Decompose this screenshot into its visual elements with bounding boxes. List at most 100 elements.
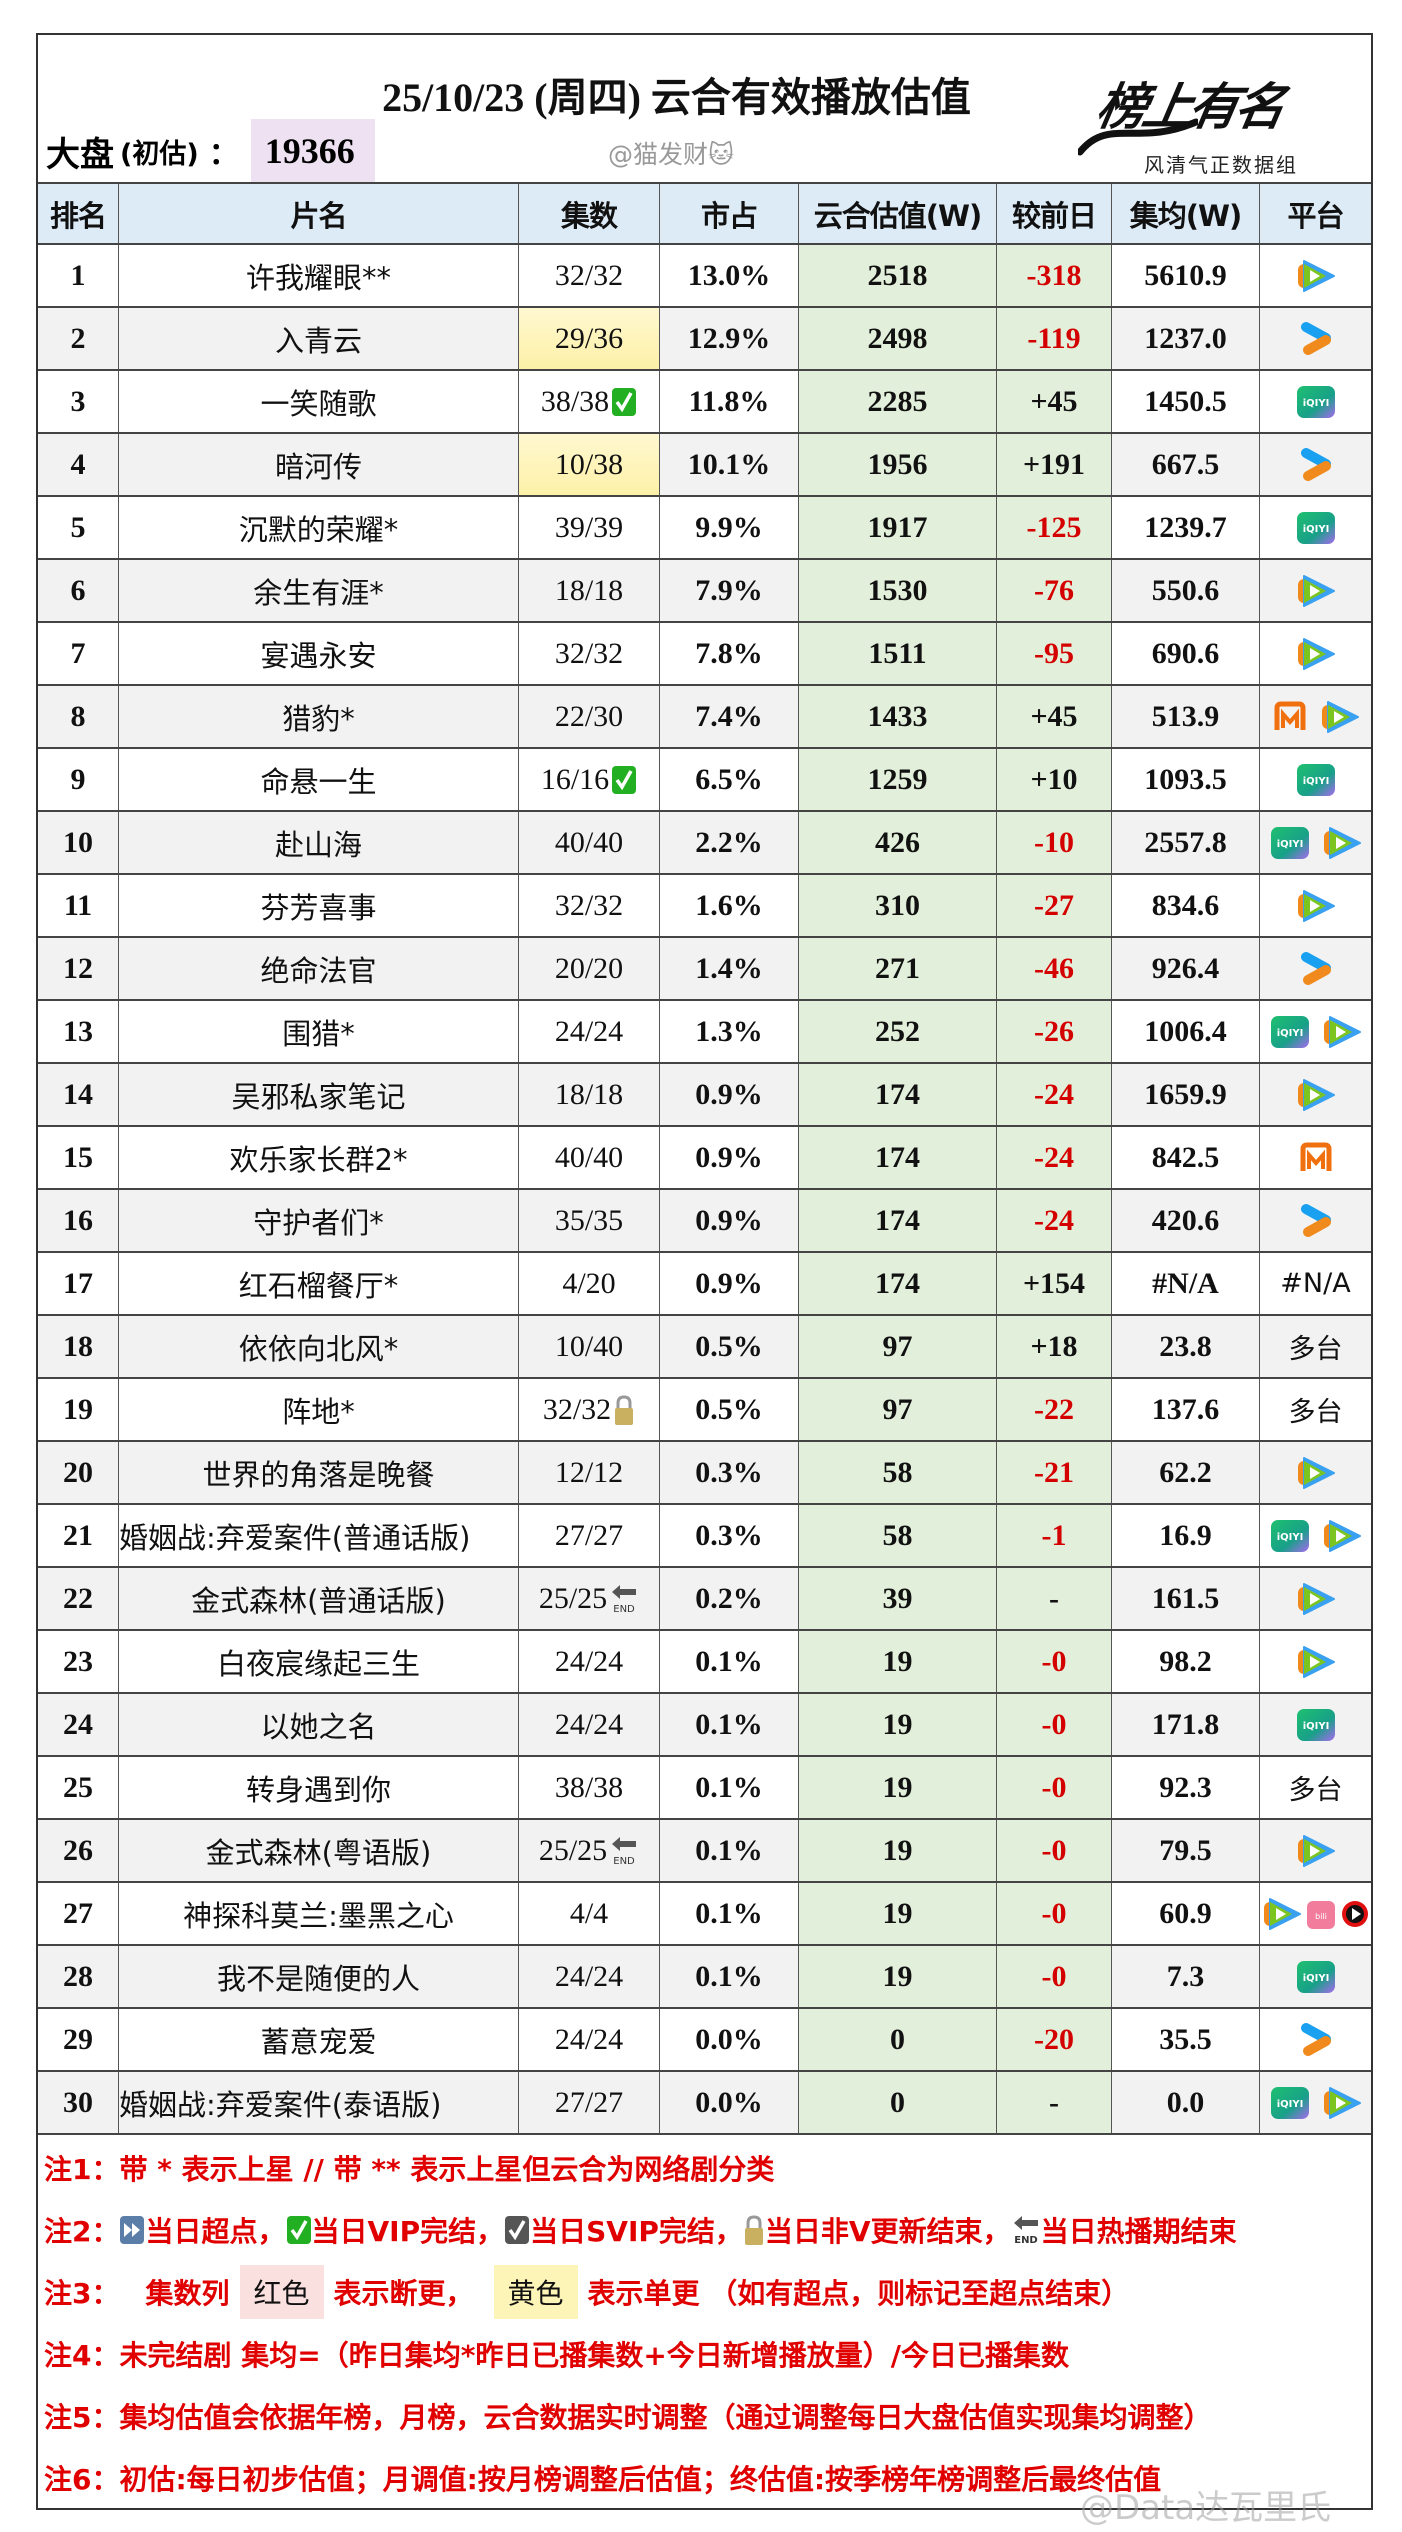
name-text: 神探科莫兰:墨黑之心 [183, 1898, 454, 1933]
value-text: 174 [875, 1203, 920, 1237]
table-row[interactable]: 25 转身遇到你 38/38 0.1% 19 -0 92.3 多台 [38, 1757, 1371, 1820]
table-row[interactable]: 2 入青云 29/36 12.9% 2498 -119 1237.0 [38, 308, 1371, 371]
table-row[interactable]: 15 欢乐家长群2* 40/40 0.9% 174 -24 842.5 [38, 1127, 1371, 1190]
table-row[interactable]: 28 我不是随便的人 24/24 0.1% 19 -0 7.3 iQIYI [38, 1946, 1371, 2009]
table-row[interactable]: 29 蓄意宠爱 24/24 0.0% 0 -20 35.5 [38, 2009, 1371, 2072]
table-row[interactable]: 18 依依向北风* 10/40 0.5% 97 +18 23.8 多台 [38, 1316, 1371, 1379]
table-row[interactable]: 26 金式森林(粤语版) 25/25 END 0.1% 19 -0 79.5 [38, 1820, 1371, 1883]
cell-rank: 11 [38, 875, 119, 936]
share-text: 1.6% [695, 888, 763, 922]
eps-text: 18/18 [554, 573, 624, 607]
share-text: 0.9% [695, 1266, 763, 1300]
cell-name: 芬芳喜事 [119, 875, 519, 936]
cell-eps: 24/24 [519, 1631, 660, 1692]
cell-diff: +10 [997, 749, 1112, 810]
cell-name: 许我耀眼** [119, 245, 519, 306]
table-row[interactable]: 19 阵地* 32/32 0.5% 97 -22 137.6 多台 [38, 1379, 1371, 1442]
diff-text: -10 [1034, 825, 1074, 859]
avg-text: 98.2 [1159, 1644, 1212, 1678]
column-header: 平台 [1287, 198, 1344, 233]
table-header: 排名 片名 集数 市占 云合估值(W) 较前日 集均(W) 平台 [38, 182, 1371, 245]
cell-eps: 32/32 [519, 1379, 660, 1440]
column-header: 市占 [660, 184, 799, 243]
note-2-prefix: 注2： [44, 2215, 120, 2248]
cell-platform: #N/A [1260, 1253, 1371, 1314]
cell-avg: 16.9 [1112, 1505, 1260, 1566]
vip-complete-check-icon [611, 765, 637, 795]
share-text: 12.9% [687, 321, 771, 355]
cell-avg: 60.9 [1112, 1883, 1260, 1944]
cell-share: 0.1% [660, 1757, 799, 1818]
cell-avg: 1237.0 [1112, 308, 1260, 369]
rank-text: 18 [63, 1329, 93, 1363]
table-row[interactable]: 20 世界的角落是晚餐 12/12 0.3% 58 -21 62.2 [38, 1442, 1371, 1505]
cell-value: 1917 [799, 497, 997, 558]
rank-text: 11 [63, 888, 93, 922]
cell-name: 金式森林(粤语版) [119, 1820, 519, 1881]
table-row[interactable]: 13 围猎* 24/24 1.3% 252 -26 1006.4 iQIYI [38, 1001, 1371, 1064]
share-text: 1.3% [695, 1014, 763, 1048]
tencent-video-icon [1322, 2086, 1362, 2120]
cell-diff: -10 [997, 812, 1112, 873]
table-row[interactable]: 9 命悬一生 16/16 6.5% 1259 +10 1093.5 iQIYI [38, 749, 1371, 812]
cell-platform [1260, 1568, 1371, 1629]
table-row[interactable]: 11 芬芳喜事 32/32 1.6% 310 -27 834.6 [38, 875, 1371, 938]
value-text: 310 [875, 888, 920, 922]
table-row[interactable]: 12 绝命法官 20/20 1.4% 271 -46 926.4 [38, 938, 1371, 1001]
cell-avg: 79.5 [1112, 1820, 1260, 1881]
platform-text: #N/A [1280, 1268, 1351, 1299]
cell-avg: 137.6 [1112, 1379, 1260, 1440]
value-text: 2518 [867, 258, 928, 292]
cell-rank: 6 [38, 560, 119, 621]
name-text: 我不是随便的人 [216, 1961, 420, 1996]
table-row[interactable]: 30 婚姻战:弃爱案件(泰语版) 27/27 0.0% 0 - 0.0 iQIYI [38, 2072, 1371, 2135]
share-text: 11.8% [688, 384, 770, 418]
eps-text: 20/20 [554, 951, 624, 985]
cell-eps: 24/24 [519, 2009, 660, 2070]
table-row[interactable]: 3 一笑随歌 38/38 11.8% 2285 +45 1450.5 iQIYI [38, 371, 1371, 434]
table-row[interactable]: 22 金式森林(普通话版) 25/25 END 0.2% 39 - 161.5 [38, 1568, 1371, 1631]
cell-avg: 1093.5 [1112, 749, 1260, 810]
cell-rank: 14 [38, 1064, 119, 1125]
eps-text: 25/25 [538, 1833, 608, 1867]
eps-text: 40/40 [554, 825, 624, 859]
value-text: 1259 [867, 762, 928, 796]
table-row[interactable]: 1 许我耀眼** 32/32 13.0% 2518 -318 5610.9 [38, 245, 1371, 308]
youku-icon [1298, 321, 1334, 357]
table-row[interactable]: 6 余生有涯* 18/18 7.9% 1530 -76 550.6 [38, 560, 1371, 623]
diff-text: -76 [1034, 573, 1074, 607]
iqiyi-icon: iQIYI [1270, 826, 1310, 860]
table-row[interactable]: 21 婚姻战:弃爱案件(普通话版) 27/27 0.3% 58 -1 16.9 iQIYI [38, 1505, 1371, 1568]
cell-share: 0.1% [660, 1820, 799, 1881]
iqiyi-icon: iQIYI [1296, 763, 1336, 797]
table-row[interactable]: 10 赴山海 40/40 2.2% 426 -10 2557.8 iQIYI [38, 812, 1371, 875]
cell-diff: -95 [997, 623, 1112, 684]
vip-complete-check-icon [286, 2215, 312, 2245]
cell-value: 174 [799, 1253, 997, 1314]
table-row[interactable]: 23 白夜宸缘起三生 24/24 0.1% 19 -0 98.2 [38, 1631, 1371, 1694]
diff-text: -119 [1027, 321, 1081, 355]
table-row[interactable]: 7 宴遇永安 32/32 7.8% 1511 -95 690.6 [38, 623, 1371, 686]
name-text: 一笑随歌 [260, 386, 377, 421]
ranking-table: 排名 片名 集数 市占 云合估值(W) 较前日 集均(W) 平台 1 许我耀眼** 32/32 13… [38, 182, 1371, 2135]
cell-name: 一笑随歌 [119, 371, 519, 432]
table-row[interactable]: 4 暗河传 10/38 10.1% 1956 +191 667.5 [38, 434, 1371, 497]
table-row[interactable]: 24 以她之名 24/24 0.1% 19 -0 171.8 iQIYI [38, 1694, 1371, 1757]
table-row[interactable]: 8 猎豹* 22/30 7.4% 1433 +45 513.9 [38, 686, 1371, 749]
eps-text: 24/24 [554, 1644, 624, 1678]
cell-platform: iQIYI [1260, 1694, 1371, 1755]
table-row[interactable]: 5 沉默的荣耀* 39/39 9.9% 1917 -125 1239.7 iQIYI [38, 497, 1371, 560]
avg-text: 23.8 [1159, 1329, 1212, 1363]
table-row[interactable]: 14 吴邪私家笔记 18/18 0.9% 174 -24 1659.9 [38, 1064, 1371, 1127]
rank-text: 13 [63, 1014, 93, 1048]
tencent-video-icon [1262, 1897, 1302, 1931]
cell-rank: 12 [38, 938, 119, 999]
cell-share: 7.4% [660, 686, 799, 747]
end-arrow-icon: END [1011, 2214, 1041, 2246]
table-row[interactable]: 16 守护者们* 35/35 0.9% 174 -24 420.6 [38, 1190, 1371, 1253]
table-row[interactable]: 17 红石榴餐厅* 4/20 0.9% 174 +154 #N/A #N/A [38, 1253, 1371, 1316]
diff-text: +10 [1030, 762, 1078, 796]
tencent-video-icon [1296, 259, 1336, 293]
table-row[interactable]: 27 神探科莫兰:墨黑之心 4/4 0.1% 19 -0 60.9 bili [38, 1883, 1371, 1946]
rank-text: 24 [63, 1707, 93, 1741]
